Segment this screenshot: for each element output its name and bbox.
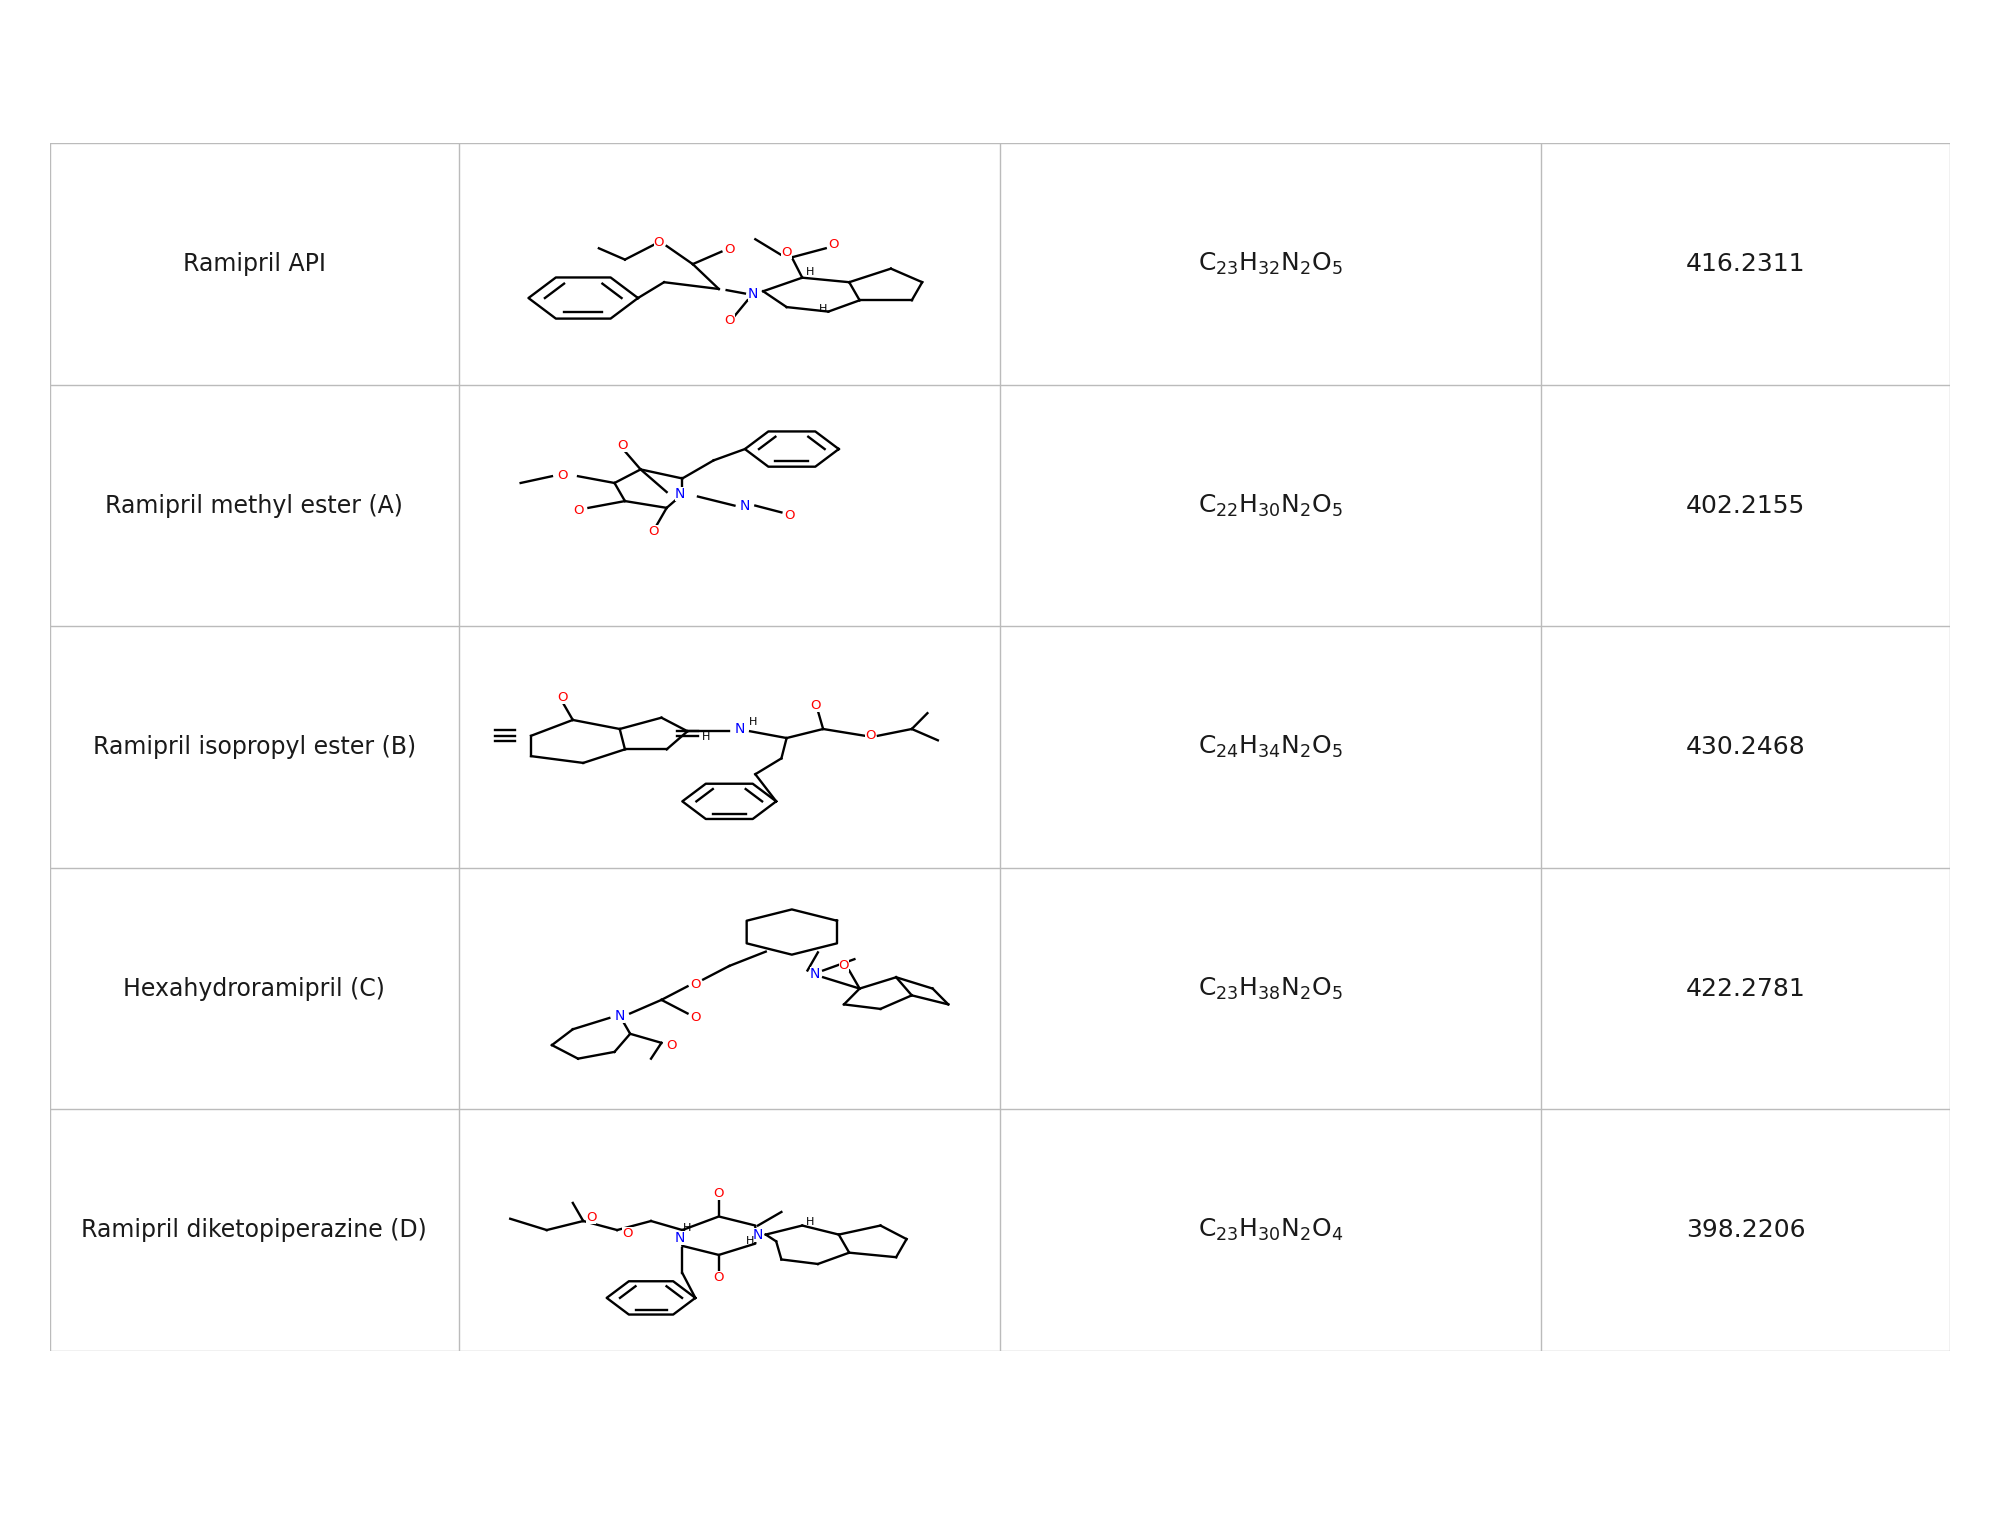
Text: O: O: [724, 315, 734, 327]
Text: $\mathregular{C_{24}H_{34}N_2O_5}$: $\mathregular{C_{24}H_{34}N_2O_5}$: [1198, 734, 1344, 760]
Text: Ramipril diketopiperazine (D): Ramipril diketopiperazine (D): [82, 1219, 428, 1242]
Text: O: O: [714, 1271, 724, 1285]
Text: O: O: [618, 439, 628, 453]
Text: N: N: [740, 499, 750, 513]
Text: $\mathregular{C_{23}H_{38}N_2O_5}$: $\mathregular{C_{23}H_{38}N_2O_5}$: [1198, 975, 1344, 1002]
Text: O: O: [864, 729, 876, 743]
Text: O: O: [572, 503, 584, 517]
Text: N: N: [674, 487, 684, 502]
Text: O: O: [586, 1211, 596, 1223]
Text: O: O: [828, 238, 838, 252]
Text: $\mathregular{C_{23}H_{32}N_2O_5}$: $\mathregular{C_{23}H_{32}N_2O_5}$: [1198, 252, 1344, 278]
Text: Monoisotopic mass: Monoisotopic mass: [1610, 78, 1880, 103]
Text: Empirical formula: Empirical formula: [1146, 78, 1396, 103]
Text: 430.2468: 430.2468: [1686, 735, 1806, 760]
Text: O: O: [782, 246, 792, 259]
Text: H: H: [806, 267, 814, 276]
Text: O: O: [838, 959, 850, 973]
Text: H: H: [818, 304, 828, 315]
Text: H: H: [702, 732, 710, 741]
Text: N: N: [748, 287, 758, 301]
Text: O: O: [654, 236, 664, 249]
Text: O: O: [558, 691, 568, 705]
Text: 416.2311: 416.2311: [1686, 252, 1806, 276]
Text: Compound: Compound: [178, 78, 330, 103]
Text: $\mathregular{C_{23}H_{30}N_2O_4}$: $\mathregular{C_{23}H_{30}N_2O_4}$: [1198, 1217, 1344, 1243]
Text: N: N: [674, 1231, 684, 1245]
Text: Hexahydroramipril (C): Hexahydroramipril (C): [124, 976, 386, 1001]
Text: N: N: [810, 967, 820, 981]
Text: O: O: [714, 1188, 724, 1200]
Text: H: H: [746, 1236, 754, 1246]
Text: O: O: [622, 1226, 632, 1240]
Text: H: H: [748, 717, 756, 728]
Text: O: O: [666, 1039, 678, 1051]
Text: O: O: [810, 698, 820, 712]
Text: Ramipril API: Ramipril API: [182, 252, 326, 276]
Text: O: O: [724, 243, 734, 256]
Text: H: H: [806, 1217, 814, 1226]
Text: 402.2155: 402.2155: [1686, 494, 1806, 517]
Text: 422.2781: 422.2781: [1686, 976, 1806, 1001]
Text: N: N: [734, 721, 744, 735]
Text: N: N: [752, 1228, 764, 1242]
Text: Ramipril methyl ester (A): Ramipril methyl ester (A): [106, 494, 404, 517]
Text: H: H: [684, 1223, 692, 1233]
Text: O: O: [690, 978, 700, 990]
Text: Ramipril isopropyl ester (B): Ramipril isopropyl ester (B): [92, 735, 416, 760]
Text: O: O: [558, 468, 568, 482]
Text: O: O: [690, 1012, 700, 1024]
Text: O: O: [648, 525, 658, 539]
Text: Structure: Structure: [662, 78, 796, 103]
Text: O: O: [784, 510, 794, 522]
Text: 398.2206: 398.2206: [1686, 1219, 1806, 1242]
Text: $\mathregular{C_{22}H_{30}N_2O_5}$: $\mathregular{C_{22}H_{30}N_2O_5}$: [1198, 493, 1344, 519]
Text: N: N: [614, 1008, 624, 1022]
